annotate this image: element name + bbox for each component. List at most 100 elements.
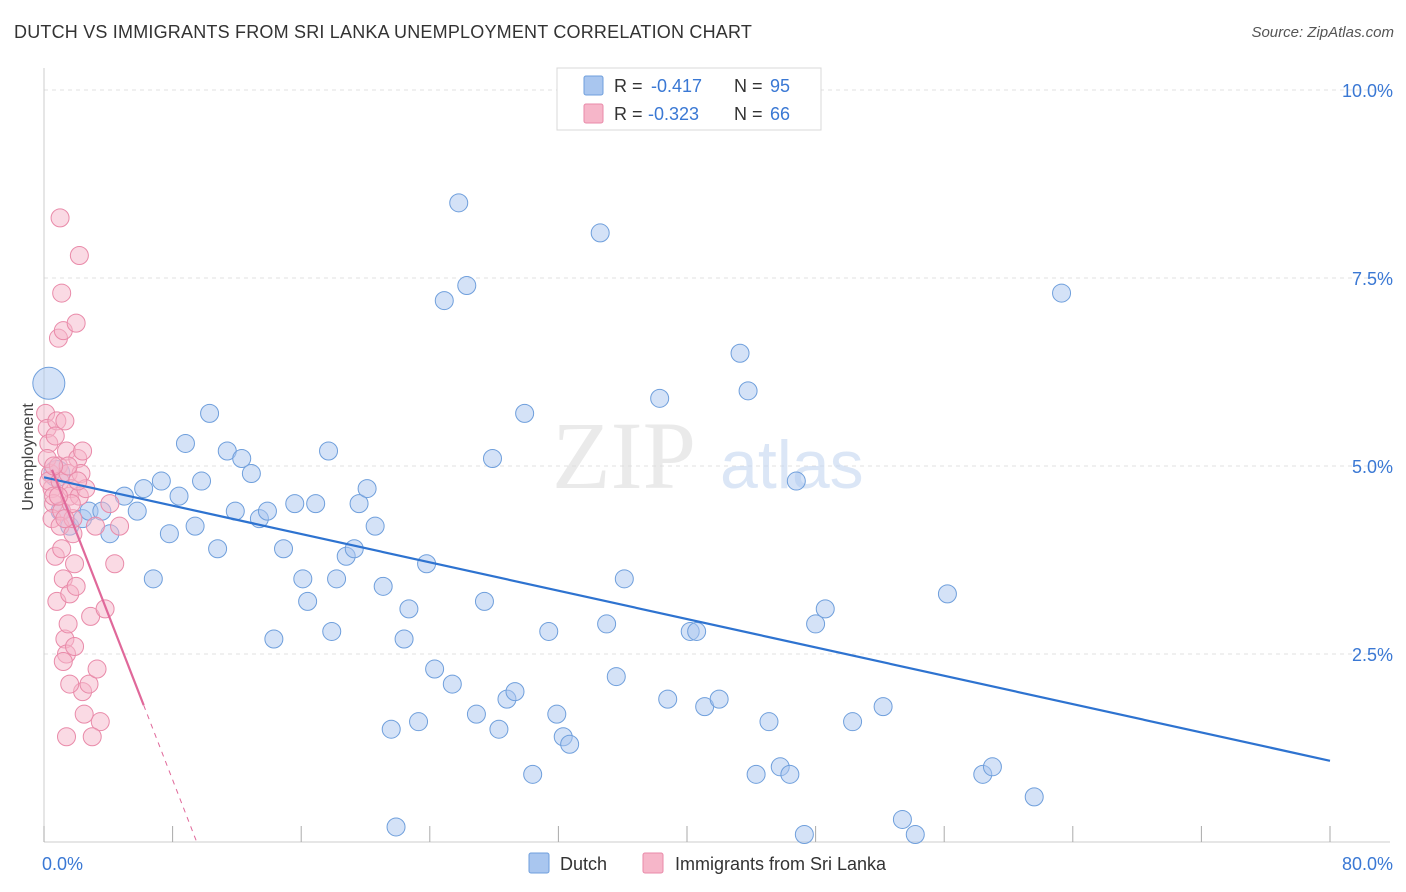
sri-lanka-point	[85, 516, 105, 536]
dutch-point	[134, 479, 154, 499]
sri-lanka-point	[45, 426, 65, 446]
dutch-point	[937, 584, 957, 604]
dutch-point	[1052, 283, 1072, 303]
legend-swatch-dutch	[583, 75, 604, 96]
dutch-point	[873, 697, 893, 717]
dutch-point	[449, 193, 469, 213]
dutch-point	[547, 704, 567, 724]
dutch-point	[357, 479, 377, 499]
sri-lanka-point	[66, 313, 86, 333]
dutch-point	[192, 471, 212, 491]
dutch-point	[539, 621, 559, 641]
dutch-point	[650, 388, 670, 408]
y-axis-label: Unemployment	[20, 403, 37, 511]
sri-lanka-point	[52, 539, 72, 559]
dutch-point	[780, 764, 800, 784]
sri-lanka-point	[65, 636, 85, 656]
sri-lanka-point	[82, 727, 102, 747]
legend-r-label: R =	[614, 76, 643, 96]
sri-lanka-point	[105, 554, 125, 574]
dutch-point	[365, 516, 385, 536]
dutch-point	[806, 614, 826, 634]
dutch-point	[892, 809, 912, 829]
dutch-point	[409, 712, 429, 732]
dutch-point	[306, 494, 326, 514]
dutch-point	[597, 614, 617, 634]
legend-top: R = -0.417 N = 95 R = -0.323 N = 66	[556, 67, 822, 131]
sri-lanka-trendline-extension	[143, 704, 198, 843]
dutch-point	[394, 629, 414, 649]
legend-n-label: N =	[734, 104, 763, 124]
dutch-point	[143, 569, 163, 589]
sri-lanka-point	[110, 516, 130, 536]
dutch-point	[614, 569, 634, 589]
dutch-point	[319, 441, 339, 461]
sri-lanka-point	[55, 411, 75, 431]
dutch-point	[322, 621, 342, 641]
watermark-zip: ZIP	[552, 402, 696, 509]
dutch-point	[151, 471, 171, 491]
sri-lanka-point	[50, 208, 70, 228]
dutch-point	[560, 734, 580, 754]
dutch-point	[293, 569, 313, 589]
dutch-point	[905, 824, 925, 844]
dutch-point	[274, 539, 294, 559]
sri-lanka-point	[66, 576, 86, 596]
sri-lanka-point	[60, 674, 80, 694]
dutch-point	[843, 712, 863, 732]
dutch-point	[32, 366, 66, 400]
dutch-point	[381, 719, 401, 739]
dutch-point	[241, 464, 261, 484]
dutch-point	[175, 433, 195, 453]
dutch-point	[738, 381, 758, 401]
dutch-point	[185, 516, 205, 536]
axis-layer: 2.5% 5.0% 7.5% 10.0% 0.0% 80.0%	[42, 68, 1393, 874]
sri-lanka-trendline	[51, 469, 145, 706]
dutch-trendline	[43, 476, 1331, 762]
dutch-point	[159, 524, 179, 544]
dutch-point	[786, 471, 806, 491]
legend-r-label: R =	[614, 104, 643, 124]
dutch-point	[606, 667, 626, 687]
sri-lanka-point	[53, 652, 73, 672]
dutch-point	[434, 291, 454, 311]
dutch-point	[208, 539, 228, 559]
sri-lanka-point	[90, 712, 110, 732]
y-tick-label: 10.0%	[1342, 81, 1393, 101]
sri-lanka-point	[73, 441, 93, 461]
dutch-point	[425, 659, 445, 679]
dutch-point	[759, 712, 779, 732]
sri-lanka-point	[52, 283, 72, 303]
y-tick-label: 2.5%	[1352, 645, 1393, 665]
sri-lanka-point	[68, 471, 88, 491]
dutch-point	[327, 569, 347, 589]
sri-lanka-point	[65, 554, 85, 574]
dutch-point	[127, 501, 147, 521]
source-label: Source: ZipAtlas.com	[1251, 24, 1394, 41]
legend-bottom-swatch-dutch	[528, 852, 550, 874]
dutch-point	[482, 449, 502, 468]
dutch-point	[442, 674, 462, 694]
dutch-point	[730, 343, 750, 363]
sri-lanka-point	[69, 245, 89, 265]
sri-lanka-point	[57, 727, 77, 747]
dutch-point	[815, 599, 835, 619]
legend-n-label: N =	[734, 76, 763, 96]
dutch-point	[709, 689, 729, 709]
dutch-point	[285, 494, 305, 514]
dutch-point	[349, 494, 369, 514]
dutch-point	[505, 682, 525, 702]
dutch-point	[373, 576, 393, 596]
chart-title: DUTCH VS IMMIGRANTS FROM SRI LANKA UNEMP…	[14, 22, 753, 42]
trend-layer	[43, 469, 1331, 843]
dutch-point	[687, 621, 707, 641]
watermark-atlas: atlas	[720, 427, 864, 503]
dutch-point	[794, 824, 814, 844]
legend-bottom-label-dutch: Dutch	[560, 854, 607, 874]
dutch-point	[982, 757, 1002, 777]
legend-n-value: 95	[770, 76, 790, 96]
legend-n-value: 66	[770, 104, 790, 124]
dutch-point	[515, 403, 535, 423]
dutch-point	[466, 704, 486, 724]
legend-r-value: -0.417	[651, 76, 702, 96]
